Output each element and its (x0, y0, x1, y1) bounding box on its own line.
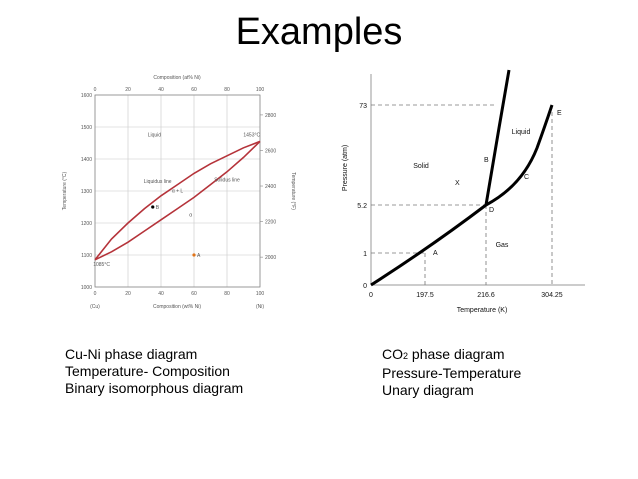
co2-ticks: 0 197.5 216.6 304.25 0 1 5.2 73 (357, 103, 563, 299)
cu-ni-top-tick: 100 (256, 87, 265, 93)
co2-y-tick: 1 (363, 251, 367, 258)
cu-ni-right-tick: 2400 (265, 184, 276, 190)
cu-ni-bottom-tick: 0 (94, 291, 97, 297)
cu-ni-curves (94, 140, 261, 261)
liquidus-line-curve (94, 140, 261, 261)
cu-ni-annotation: Liquid (148, 133, 162, 139)
left-caption-line-2: Temperature- Composition (65, 363, 230, 379)
co2-labels: Solid Liquid Gas A B C D E X (413, 110, 562, 257)
slide-title: Examples (235, 11, 403, 53)
region-liquid: Liquid (512, 129, 531, 136)
co2-x-axis-label: Temperature (K) (457, 307, 508, 314)
co2-phase-diagram: 0 197.5 216.6 304.25 0 1 5.2 73 Solid Liquid Gas A… (342, 69, 585, 314)
cu-ni-annotation: 1085°C (93, 262, 110, 268)
cu-ni-bottom-tick: 80 (224, 291, 230, 297)
co2-x-tick: 197.5 (416, 292, 434, 299)
cu-ni-left-end-label: (Cu) (90, 304, 100, 310)
point-c: C (524, 174, 529, 181)
cu-ni-right-tick: 2200 (265, 220, 276, 226)
cu-ni-left-tick: 1100 (81, 253, 92, 259)
solidus-line-curve (94, 140, 261, 261)
co2-y-tick: 0 (363, 283, 367, 290)
cu-ni-left-axis-label: Temperature (°C) (62, 171, 68, 210)
point-b: B (484, 157, 489, 164)
cu-ni-plot-frame (94, 94, 261, 288)
co2-x-tick: 0 (369, 292, 373, 299)
cu-ni-right-end-label: (Ni) (256, 304, 264, 310)
cu-ni-right-axis-label: Temperature (°F) (290, 172, 296, 210)
cu-ni-points: BA (151, 205, 201, 259)
cu-ni-left-tick: 1400 (81, 157, 92, 163)
point-b-label: B (156, 205, 160, 211)
point-b (151, 205, 155, 209)
region-gas: Gas (496, 242, 509, 249)
cu-ni-bottom-axis-label: Composition (wt% Ni) (153, 304, 201, 310)
region-solid: Solid (413, 163, 429, 170)
cu-ni-ticks: 0 0 20 20 40 40 60 60 80 80 100 100 1000 1100 1200 1300… (81, 87, 276, 297)
left-caption: Cu-Ni phase diagram Temperature- Composi… (65, 346, 243, 397)
cu-ni-top-tick: 60 (191, 87, 197, 93)
cu-ni-phase-diagram: 0 0 20 20 40 40 60 60 80 80 100 100 1000 1100 1200 1300… (62, 75, 296, 310)
point-a (192, 253, 196, 257)
co2-y-tick: 5.2 (357, 203, 367, 210)
cu-ni-right-tick: 2600 (265, 148, 276, 154)
cu-ni-right-tick: 2000 (265, 255, 276, 261)
melting-curve (484, 69, 511, 206)
cu-ni-right-tick: 2800 (265, 113, 276, 119)
cu-ni-top-tick: 80 (224, 87, 230, 93)
cu-ni-bottom-tick: 20 (125, 291, 131, 297)
co2-reference-lines (371, 104, 553, 285)
point-a-label: A (197, 253, 201, 259)
cu-ni-annotations: Liquid Liquidus line Solidus line α + L α 145… (93, 133, 260, 269)
cu-ni-annotation: Solidus line (214, 177, 240, 183)
right-caption-line-1: CO2 phase diagram (382, 346, 505, 362)
vaporization-curve (485, 104, 554, 207)
cu-ni-bottom-tick: 40 (158, 291, 164, 297)
cu-ni-bottom-tick: 60 (191, 291, 197, 297)
sublimation-curve (370, 203, 487, 287)
co2-x-tick: 304.25 (541, 292, 563, 299)
cu-ni-top-tick: 20 (125, 87, 131, 93)
right-caption: CO2 phase diagram Pressure-Temperature U… (382, 346, 521, 399)
marker-x: X (455, 180, 460, 187)
point-d: D (489, 207, 494, 214)
co2-y-tick: 73 (359, 103, 367, 110)
cu-ni-top-tick: 40 (158, 87, 164, 93)
cu-ni-left-tick: 1500 (81, 125, 92, 131)
left-caption-line-1: Cu-Ni phase diagram (65, 346, 198, 362)
co2-phase-boundaries (370, 69, 554, 287)
co2-x-tick: 216.6 (477, 292, 495, 299)
point-a: A (433, 250, 438, 257)
cu-ni-annotation: α + L (172, 189, 184, 195)
cu-ni-left-tick: 1300 (81, 189, 92, 195)
cu-ni-left-tick: 1600 (81, 93, 92, 99)
cu-ni-left-tick: 1200 (81, 221, 92, 227)
left-caption-line-3: Binary isomorphous diagram (65, 380, 244, 396)
cu-ni-left-tick: 1000 (81, 285, 92, 291)
cu-ni-annotation: 1453°C (243, 133, 260, 139)
cu-ni-top-tick: 0 (94, 87, 97, 93)
cu-ni-top-axis-label: Composition (at% Ni) (153, 75, 201, 81)
co2-y-axis-label: Pressure (atm) (342, 145, 349, 191)
cu-ni-bottom-tick: 100 (256, 291, 265, 297)
right-caption-line-2: Pressure-Temperature (382, 365, 522, 381)
point-e: E (557, 110, 562, 117)
right-caption-line-3: Unary diagram (382, 382, 474, 398)
cu-ni-annotation: Liquidus line (144, 179, 172, 185)
cu-ni-annotation: α (189, 213, 192, 219)
